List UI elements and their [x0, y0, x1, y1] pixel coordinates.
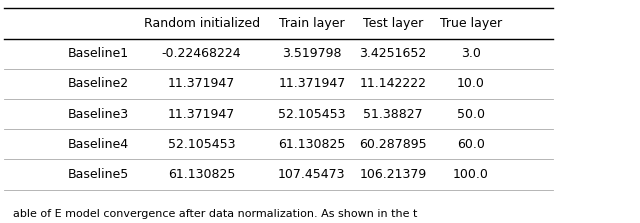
Text: able of E model convergence after data normalization. As shown in the t: able of E model convergence after data n… [13, 209, 417, 219]
